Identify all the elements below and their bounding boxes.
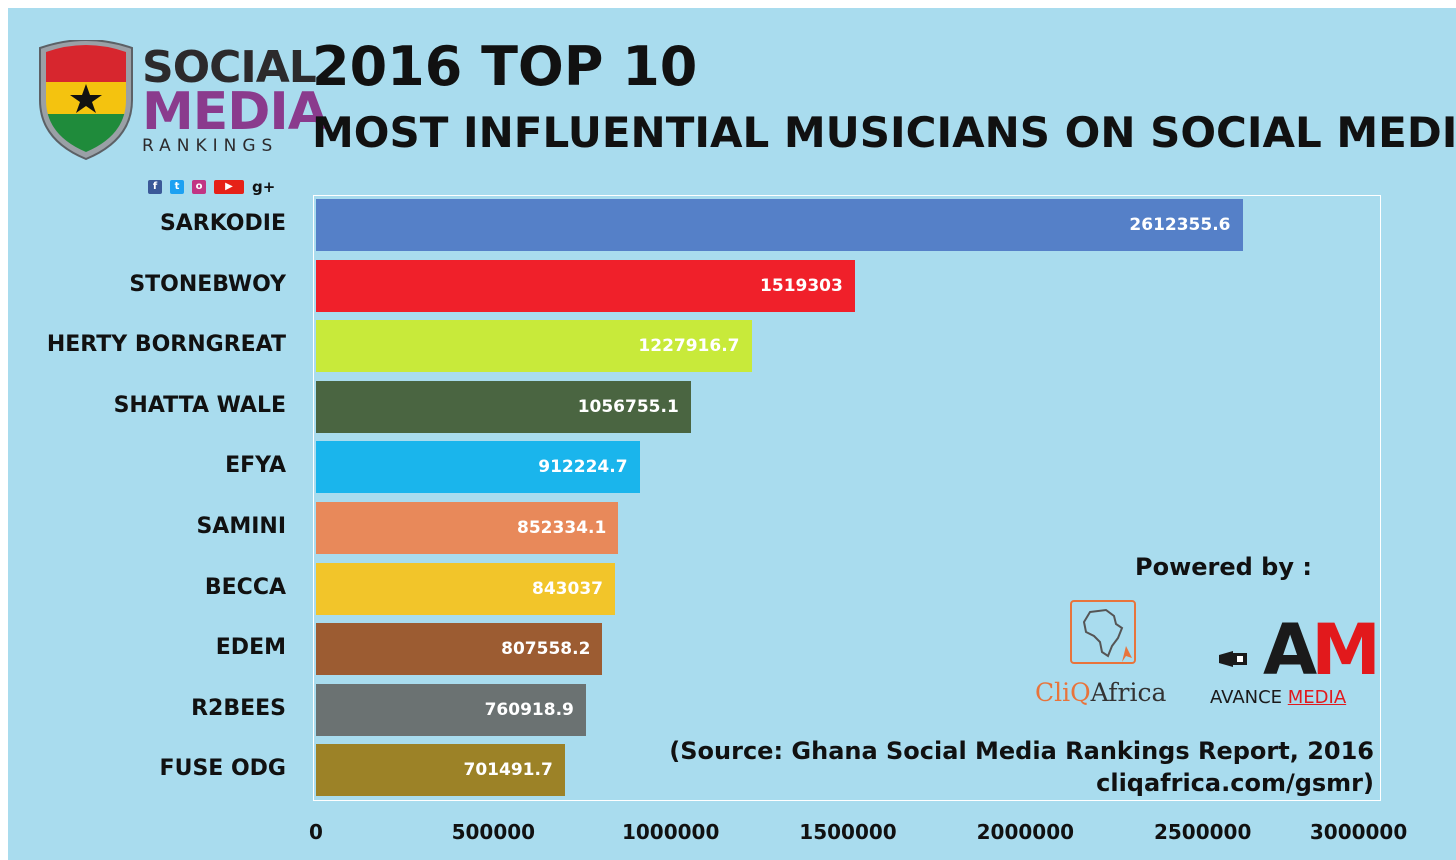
x-tick-label: 1500000 [799,820,897,844]
cliqafrica-wordmark: CliQAfrica [1035,678,1166,707]
category-label: SHATTA WALE [113,392,286,418]
top-frame-border [0,0,1456,8]
bar-value-label: 912224.7 [538,457,628,478]
social-media-rankings-logo: SOCIAL MEDIA RANKINGS f t o ▶ g+ [30,40,328,200]
category-label: BECCA [204,574,286,600]
chart-title: 2016 TOP 10 [312,35,698,98]
bar: 912224.7 [316,441,640,494]
instagram-icon: o [192,180,206,194]
category-label: SARKODIE [159,211,286,236]
bar-value-label: 2612355.6 [1129,215,1231,235]
category-label: EDEM [215,635,286,661]
source-note: (Source: Ghana Social Media Rankings Rep… [669,735,1374,800]
logo-social-text: SOCIAL [142,42,317,93]
category-label: HERTY BORNGREAT [46,332,286,358]
logo-rankings-text: RANKINGS [142,136,279,156]
category-label: EFYA [225,453,286,479]
chart-subtitle: MOST INFLUENTIAL MUSICIANS ON SOCIAL MED… [312,108,1456,157]
left-frame-border [0,0,8,860]
youtube-icon: ▶ [214,180,244,194]
megaphone-icon [1219,651,1247,667]
bar-value-label: 1056755.1 [577,396,679,417]
x-tick-label: 2500000 [1153,820,1252,844]
google-plus-icon: g+ [252,178,276,196]
bar-value-label: 852334.1 [517,518,607,538]
bar: 701491.7 [316,744,565,797]
bar: 2612355.6 [316,199,1243,251]
bar: 1056755.1 [316,380,691,433]
africa-text: Africa [1090,678,1167,707]
social-icons-row: f t o ▶ g+ [148,178,276,196]
am-letter-a: A [1263,609,1317,691]
am-letter-m: M [1311,609,1381,691]
bar: 1227916.7 [316,320,752,373]
x-tick-label: 0 [309,820,323,844]
bar: 852334.1 [316,502,619,554]
bar-value-label: 1519303 [760,275,843,296]
category-label: SAMINI [196,514,286,539]
x-tick-label: 1000000 [621,820,720,844]
twitter-icon: t [170,180,184,194]
bar: 760918.9 [316,683,586,736]
cliq-text: CliQ [1035,678,1091,707]
bar-value-label: 807558.2 [501,639,591,660]
facebook-icon: f [148,180,162,194]
category-label: FUSE ODG [159,756,286,782]
bar: 1519303 [316,259,855,312]
bar-value-label: 701491.7 [463,760,553,781]
powered-by-label: Powered by : [1135,553,1312,581]
category-label: R2BEES [191,695,286,721]
bar: 843037 [316,562,615,615]
media-text: MEDIA [1287,687,1347,708]
avance-media-logo: AM AVANCE MEDIA [1205,615,1381,715]
africa-map-icon [1070,600,1136,664]
avance-text: AVANCE [1210,687,1288,708]
bar-value-label: 843037 [532,578,603,599]
ghana-flag-shield-icon [39,40,133,160]
source-line-1: (Source: Ghana Social Media Rankings Rep… [669,737,1374,765]
bar: 807558.2 [316,623,603,676]
x-tick-label: 3000000 [1309,820,1408,844]
source-line-2: cliqafrica.com/gsmr) [1096,769,1374,798]
logo-wordmark: SOCIAL MEDIA RANKINGS [142,42,328,156]
cliqafrica-logo: CliQAfrica [1035,600,1185,710]
logo-media-text: MEDIA [142,82,328,142]
am-monogram: AM [1263,615,1381,685]
bar-value-label: 760918.9 [484,699,574,720]
avance-media-wordmark: AVANCE MEDIA [1210,687,1346,708]
x-tick-label: 500000 [451,820,536,844]
bar-value-label: 1227916.7 [638,336,740,357]
x-tick-label: 2000000 [976,820,1075,844]
category-label: STONEBWOY [129,271,286,297]
plot-area [313,195,1381,801]
